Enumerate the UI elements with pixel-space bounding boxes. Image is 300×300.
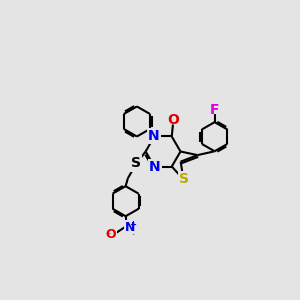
Text: O: O	[106, 227, 116, 241]
Text: S: S	[131, 156, 141, 170]
Text: S: S	[179, 172, 189, 186]
Text: N: N	[149, 160, 160, 174]
Text: +: +	[129, 220, 136, 229]
Text: ⁻: ⁻	[105, 231, 111, 241]
Text: F: F	[210, 103, 219, 117]
Text: N: N	[148, 129, 160, 143]
Text: O: O	[167, 113, 179, 127]
Text: N: N	[124, 221, 135, 234]
